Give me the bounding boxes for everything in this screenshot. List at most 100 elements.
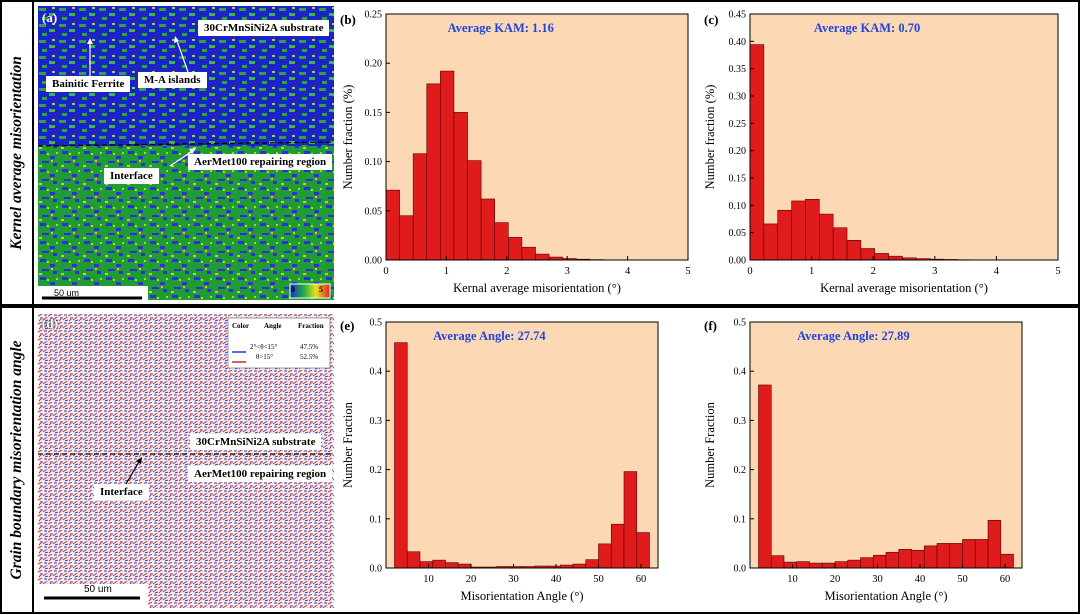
bar bbox=[637, 533, 650, 568]
y-tick-label: 0.25 bbox=[365, 10, 383, 21]
kam-arrows bbox=[38, 6, 334, 206]
bar bbox=[420, 562, 433, 568]
bar bbox=[848, 560, 861, 568]
bar bbox=[975, 539, 988, 568]
bar bbox=[599, 544, 612, 568]
row-separator-2 bbox=[32, 308, 34, 612]
scale-bar-label-d: 50 um bbox=[78, 582, 118, 597]
row-gb: Grain boundary misorientation angle Colo… bbox=[0, 306, 1080, 614]
bar bbox=[873, 555, 886, 568]
panel-label-f: (f) bbox=[704, 318, 717, 334]
bar bbox=[822, 563, 835, 568]
bar bbox=[924, 546, 937, 568]
x-tick-label: 1 bbox=[444, 266, 449, 277]
x-tick-label: 1 bbox=[809, 266, 814, 277]
y-tick-label: 0.20 bbox=[729, 146, 747, 157]
bar bbox=[1001, 554, 1014, 568]
x-tick-label: 0 bbox=[747, 266, 752, 277]
bar bbox=[535, 254, 549, 260]
bar bbox=[950, 543, 963, 568]
y-tick-label: 0.10 bbox=[365, 157, 383, 168]
x-tick-label: 50 bbox=[593, 574, 604, 585]
bar bbox=[481, 199, 495, 260]
y-tick-label: 0.45 bbox=[729, 10, 747, 21]
bar bbox=[875, 253, 889, 260]
bar bbox=[440, 71, 454, 260]
row-kam: Kernel average misorientation bbox=[0, 0, 1080, 306]
y-axis-label: Number fraction (%) bbox=[703, 85, 717, 190]
row-separator bbox=[32, 2, 34, 304]
row-label-bottom: Grain boundary misorientation angle bbox=[2, 308, 32, 612]
bar bbox=[889, 256, 903, 260]
y-tick-label: 0.3 bbox=[734, 416, 747, 427]
y-tick-label: 0.10 bbox=[729, 201, 747, 212]
bar bbox=[395, 343, 408, 568]
bar bbox=[899, 549, 912, 568]
y-tick-label: 0.2 bbox=[370, 465, 383, 476]
row-label-bottom-text: Grain boundary misorientation angle bbox=[8, 340, 26, 579]
bar bbox=[446, 563, 459, 568]
y-tick-label: 0.15 bbox=[365, 108, 383, 119]
average-annotation: Average KAM: 0.70 bbox=[814, 21, 920, 35]
panel-label-e: (e) bbox=[340, 318, 354, 334]
bar bbox=[573, 564, 586, 568]
bar bbox=[522, 247, 536, 260]
y-axis-label: Number fraction (%) bbox=[341, 85, 355, 190]
x-tick-label: 40 bbox=[551, 574, 562, 585]
x-tick-label: 20 bbox=[830, 574, 841, 585]
x-axis-label: Kernal average misorientation (°) bbox=[820, 281, 988, 295]
plot-background bbox=[750, 322, 1022, 568]
y-tick-label: 0.35 bbox=[729, 64, 747, 75]
bar bbox=[413, 154, 427, 260]
bar bbox=[433, 560, 446, 568]
x-tick-label: 40 bbox=[915, 574, 926, 585]
y-tick-label: 0.0 bbox=[370, 564, 383, 575]
bar bbox=[963, 539, 976, 568]
y-tick-label: 0.20 bbox=[365, 59, 383, 70]
y-tick-label: 0.00 bbox=[365, 256, 383, 267]
x-tick-label: 2 bbox=[504, 266, 509, 277]
bar bbox=[937, 543, 950, 568]
bar bbox=[784, 562, 797, 568]
y-tick-label: 0.25 bbox=[729, 119, 747, 130]
y-tick-label: 0.4 bbox=[734, 367, 747, 378]
x-axis-label: Misorientation Angle (°) bbox=[460, 589, 583, 603]
panel-label-d: (d) bbox=[42, 316, 58, 332]
legend-max: 5 bbox=[318, 284, 324, 295]
x-tick-label: 60 bbox=[636, 574, 647, 585]
bar bbox=[833, 228, 847, 260]
y-tick-label: 0.05 bbox=[365, 206, 383, 217]
gb-arrows bbox=[38, 314, 334, 514]
y-tick-label: 0.5 bbox=[370, 318, 383, 329]
y-tick-label: 0.5 bbox=[734, 318, 747, 329]
x-tick-label: 3 bbox=[565, 266, 570, 277]
y-axis-label: Number Fraction bbox=[703, 401, 717, 487]
bar bbox=[988, 520, 1001, 568]
x-axis-label: Kernal average misorientation (°) bbox=[453, 281, 621, 295]
bar bbox=[912, 550, 925, 568]
bar bbox=[778, 210, 792, 260]
x-tick-label: 4 bbox=[994, 266, 1000, 277]
x-tick-label: 60 bbox=[1000, 574, 1011, 585]
x-tick-label: 30 bbox=[872, 574, 883, 585]
bar bbox=[819, 214, 833, 260]
panel-label-b: (b) bbox=[340, 12, 356, 28]
bar bbox=[764, 224, 778, 260]
average-annotation: Average Angle: 27.89 bbox=[797, 329, 910, 343]
bar bbox=[847, 240, 861, 260]
y-tick-label: 0.1 bbox=[370, 514, 383, 525]
row-label-top: Kernel average misorientation bbox=[2, 2, 32, 304]
bar bbox=[886, 552, 899, 568]
average-annotation: Average KAM: 1.16 bbox=[448, 21, 554, 35]
bar bbox=[810, 563, 823, 568]
y-tick-label: 0.00 bbox=[729, 256, 747, 267]
bar bbox=[611, 524, 624, 568]
